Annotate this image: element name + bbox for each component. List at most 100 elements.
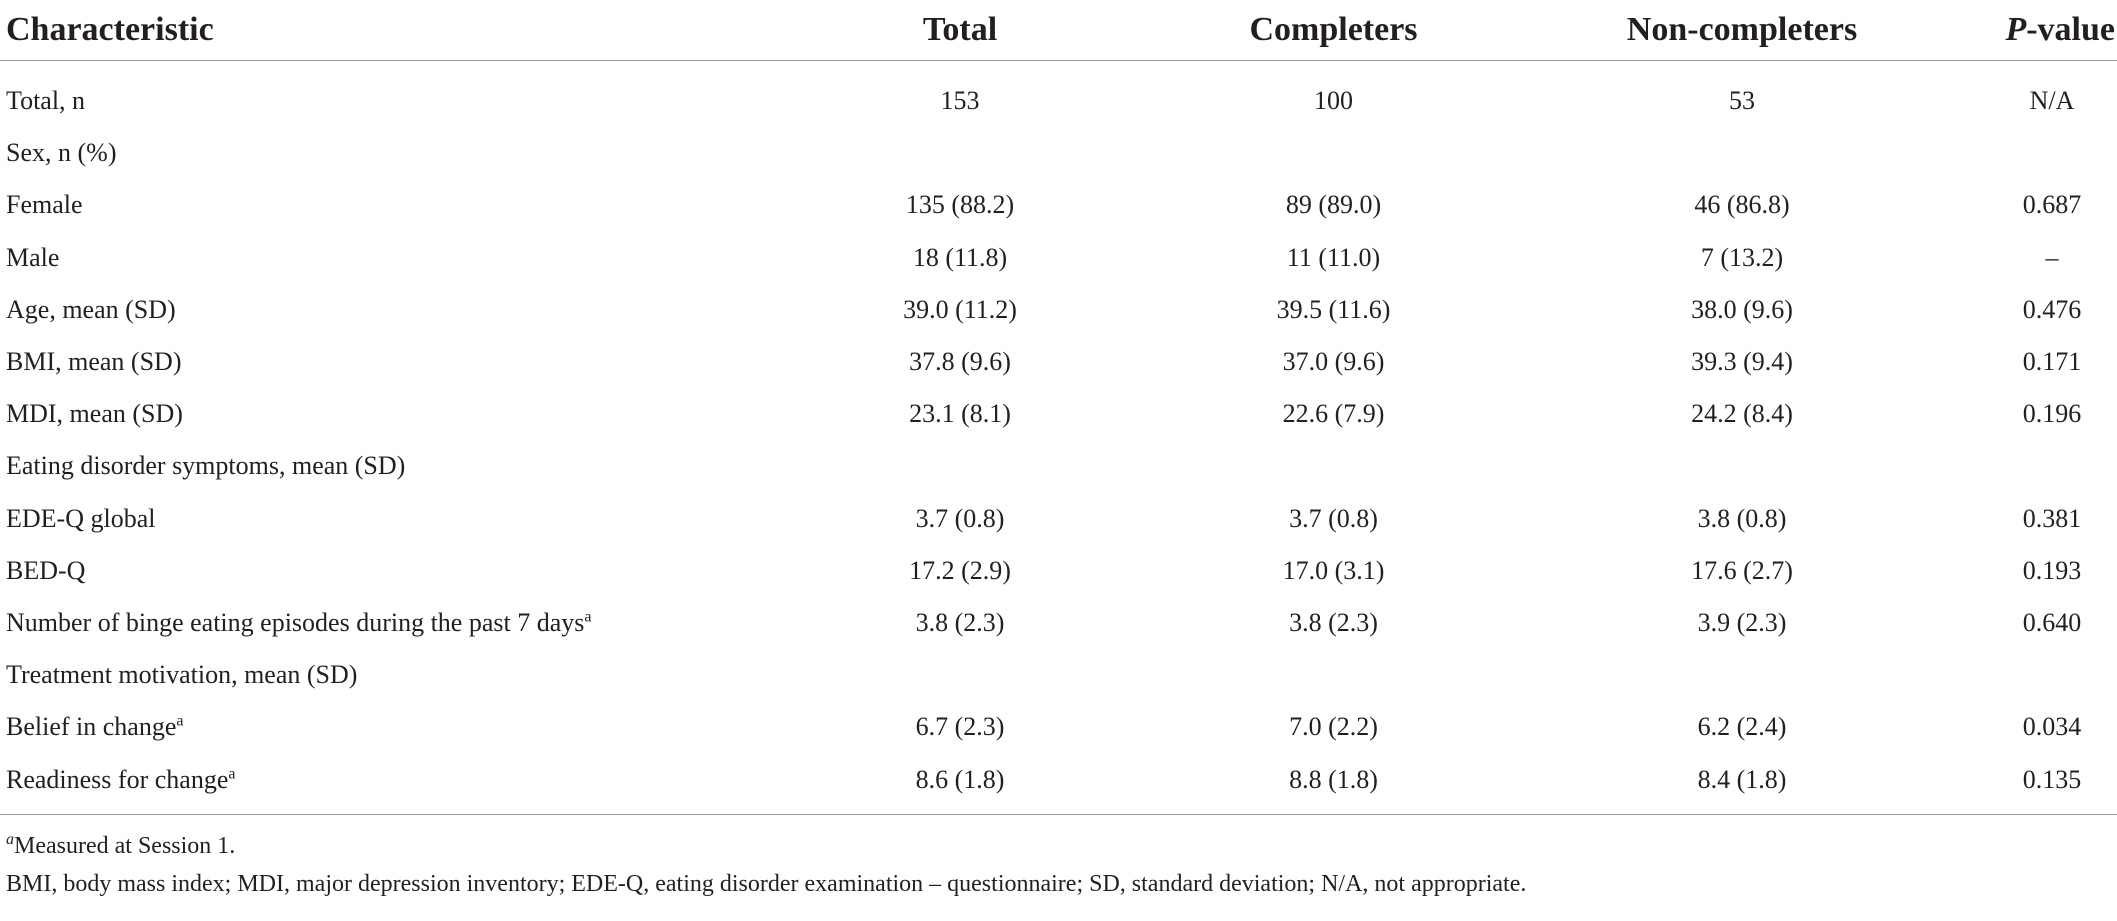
completers-text: 8.8 (1.8)	[1289, 764, 1378, 794]
total-text: 18 (11.8)	[912, 242, 1008, 272]
footnote-measured: aMeasured at Session 1.	[6, 827, 2117, 865]
characteristic-cell: Belief in changea	[0, 701, 790, 753]
header-characteristic: Characteristic	[0, 0, 790, 61]
table-row: BED-Q 17.2 (2.9) 17.0 (3.1) 17.6 (2.7) 0.193	[0, 545, 2117, 597]
footnote-reference: a	[176, 712, 184, 730]
table-row: Belief in changea 6.7 (2.3) 7.0 (2.2) 6.2 (…	[0, 701, 2117, 753]
characteristic-text: Treatment motivation, mean (SD)	[6, 660, 358, 690]
pvalue-cell: 0.034	[1947, 701, 2117, 753]
noncompleters-text: 39.3 (9.4)	[1691, 347, 1793, 377]
completers-text: 3.7 (0.8)	[1289, 503, 1378, 533]
pvalue-cell: N/A	[1947, 61, 2117, 128]
table-row: Readiness for changea 8.6 (1.8) 8.8 (1.8) 8…	[0, 753, 2117, 813]
pvalue-cell: 0.381	[1947, 493, 2117, 545]
pvalue-cell: 0.171	[1947, 336, 2117, 388]
total-cell: 39.0 (11.2)	[790, 284, 1130, 336]
table-row: Treatment motivation, mean (SD)	[0, 649, 2117, 701]
total-cell: 8.6 (1.8)	[790, 753, 1130, 813]
noncompleters-cell: 38.0 (9.6)	[1537, 284, 1947, 336]
pvalue-text: 0.135	[2022, 764, 2082, 794]
noncompleters-cell: 46 (86.8)	[1537, 179, 1947, 231]
pvalue-cell: –	[1947, 232, 2117, 284]
header-row: Characteristic Total Completers Non-comp…	[0, 0, 2117, 61]
footnote-marker: a	[6, 830, 14, 848]
completers-cell	[1130, 440, 1537, 492]
characteristic-cell: Female	[0, 179, 790, 231]
header-noncompleters: Non-completers	[1537, 0, 1947, 61]
total-cell: 153	[790, 61, 1130, 128]
noncompleters-cell: 6.2 (2.4)	[1537, 701, 1947, 753]
total-text: 135 (88.2)	[905, 190, 1015, 220]
total-cell: 6.7 (2.3)	[790, 701, 1130, 753]
completers-cell: 3.7 (0.8)	[1130, 493, 1537, 545]
characteristic-cell: EDE-Q global	[0, 493, 790, 545]
noncompleters-cell	[1537, 649, 1947, 701]
total-cell: 23.1 (8.1)	[790, 388, 1130, 440]
noncompleters-text: 24.2 (8.4)	[1691, 399, 1793, 429]
noncompleters-text: 53	[1729, 86, 1755, 116]
pvalue-text: –	[2045, 242, 2059, 272]
characteristic-text: BED-Q	[6, 555, 86, 585]
footnote-measured-text: Measured at Session 1.	[14, 832, 236, 859]
total-text: 37.8 (9.6)	[909, 347, 1011, 377]
table-row: Female 135 (88.2) 89 (89.0) 46 (86.8) 0.687	[0, 179, 2117, 231]
characteristic-text: Female	[6, 190, 83, 220]
characteristic-text: Age, mean (SD)	[6, 294, 176, 324]
noncompleters-cell: 7 (13.2)	[1537, 232, 1947, 284]
pvalue-text: 0.381	[2022, 503, 2082, 533]
total-text: 8.6 (1.8)	[915, 764, 1005, 794]
noncompleters-cell: 53	[1537, 61, 1947, 128]
characteristic-cell: Male	[0, 232, 790, 284]
pvalue-text: N/A	[2029, 86, 2075, 116]
pvalue-cell: 0.640	[1947, 597, 2117, 649]
noncompleters-text: 7 (13.2)	[1700, 242, 1784, 272]
characteristic-cell: Sex, n (%)	[0, 127, 790, 179]
table-row: MDI, mean (SD) 23.1 (8.1) 22.6 (7.9) 24.2 (…	[0, 388, 2117, 440]
characteristic-cell: Treatment motivation, mean (SD)	[0, 649, 790, 701]
noncompleters-text: 6.2 (2.4)	[1697, 712, 1787, 742]
noncompleters-text: 46 (86.8)	[1694, 190, 1790, 220]
characteristic-cell: BMI, mean (SD)	[0, 336, 790, 388]
noncompleters-text: 38.0 (9.6)	[1691, 294, 1793, 324]
completers-cell: 17.0 (3.1)	[1130, 545, 1537, 597]
completers-cell: 89 (89.0)	[1130, 179, 1537, 231]
pvalue-cell: 0.476	[1947, 284, 2117, 336]
pvalue-text: 0.476	[2022, 294, 2082, 324]
characteristic-cell: Eating disorder symptoms, mean (SD)	[0, 440, 790, 492]
total-text: 39.0 (11.2)	[903, 294, 1017, 324]
characteristic-text: Male	[6, 242, 60, 272]
total-text: 17.2 (2.9)	[909, 555, 1011, 585]
total-text: 6.7 (2.3)	[915, 712, 1005, 742]
pvalue-cell	[1947, 127, 2117, 179]
noncompleters-cell: 8.4 (1.8)	[1537, 753, 1947, 813]
completers-cell: 8.8 (1.8)	[1130, 753, 1537, 813]
pvalue-cell: 0.135	[1947, 753, 2117, 813]
table-row: Number of binge eating episodes during t…	[0, 597, 2117, 649]
total-cell	[790, 127, 1130, 179]
characteristic-cell: Readiness for changea	[0, 753, 790, 813]
table-header: Characteristic Total Completers Non-comp…	[0, 0, 2117, 61]
total-text: 3.7 (0.8)	[915, 503, 1005, 533]
characteristic-text: EDE-Q global	[6, 503, 156, 533]
characteristic-text: Eating disorder symptoms, mean (SD)	[6, 451, 406, 481]
table-bottom-rule	[0, 813, 2117, 815]
characteristic-text: MDI, mean (SD)	[6, 399, 183, 429]
noncompleters-cell: 17.6 (2.7)	[1537, 545, 1947, 597]
completers-cell: 22.6 (7.9)	[1130, 388, 1537, 440]
characteristic-text: BMI, mean (SD)	[6, 347, 182, 377]
completers-cell	[1130, 127, 1537, 179]
table-row: Total, n 153 100 53 N/A	[0, 61, 2117, 128]
pvalue-cell: 0.196	[1947, 388, 2117, 440]
header-pvalue-rest: -value	[2026, 11, 2115, 48]
pvalue-text: 0.687	[2022, 190, 2082, 220]
total-cell: 37.8 (9.6)	[790, 336, 1130, 388]
characteristic-cell: BED-Q	[0, 545, 790, 597]
table-row: Sex, n (%)	[0, 127, 2117, 179]
completers-cell: 7.0 (2.2)	[1130, 701, 1537, 753]
total-text: 23.1 (8.1)	[909, 399, 1011, 429]
completers-cell: 11 (11.0)	[1130, 232, 1537, 284]
characteristic-text: Sex, n (%)	[6, 138, 117, 168]
total-cell: 17.2 (2.9)	[790, 545, 1130, 597]
header-completers: Completers	[1130, 0, 1537, 61]
